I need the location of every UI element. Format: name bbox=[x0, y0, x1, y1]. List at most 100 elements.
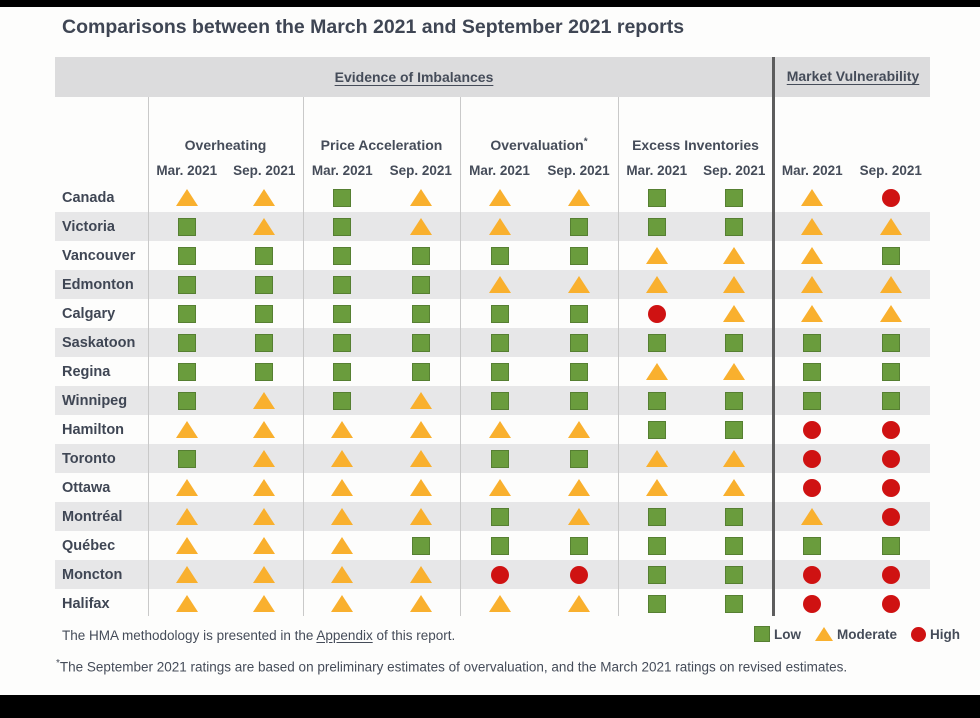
moderate-triangle-icon bbox=[879, 218, 902, 235]
subheader-sep: Sep. 2021 bbox=[703, 162, 766, 178]
rating-cell bbox=[852, 357, 931, 386]
column-group-headers: Overheating Price Acceleration Overvalua… bbox=[55, 97, 930, 157]
rating-cell bbox=[303, 328, 382, 357]
high-circle-icon bbox=[490, 565, 509, 584]
moderate-triangle-icon bbox=[253, 392, 276, 409]
rating-cell bbox=[852, 386, 931, 415]
low-square-icon bbox=[753, 626, 770, 642]
moderate-triangle-icon bbox=[409, 450, 432, 467]
table-body: Canada Victoria Vancouver Edmonton Calga… bbox=[55, 183, 930, 618]
low-square-icon bbox=[647, 507, 666, 526]
rating-cell bbox=[382, 415, 461, 444]
market-vulnerability-divider bbox=[772, 57, 775, 616]
high-circle-icon bbox=[881, 478, 900, 497]
rating-cell bbox=[148, 444, 226, 473]
rating-cell bbox=[148, 328, 226, 357]
moderate-triangle-icon bbox=[331, 595, 354, 612]
table-row: Canada bbox=[55, 183, 930, 212]
rating-cell bbox=[382, 386, 461, 415]
low-square-icon bbox=[647, 420, 666, 439]
appendix-link[interactable]: Appendix bbox=[316, 628, 373, 643]
high-circle-icon bbox=[881, 507, 900, 526]
column-divider bbox=[148, 97, 149, 616]
table-row: Winnipeg bbox=[55, 386, 930, 415]
low-square-icon bbox=[881, 391, 900, 410]
low-square-icon bbox=[569, 333, 588, 352]
low-square-icon bbox=[333, 333, 352, 352]
subheader-sep: Sep. 2021 bbox=[233, 162, 296, 178]
rating-cell bbox=[303, 444, 382, 473]
moderate-triangle-icon bbox=[331, 537, 354, 554]
market-vulnerability-spacer bbox=[773, 154, 930, 155]
rating-cell bbox=[226, 531, 304, 560]
moderate-triangle-icon bbox=[175, 421, 198, 438]
rating-cell bbox=[539, 299, 618, 328]
rating-cell bbox=[696, 241, 774, 270]
legend-item-moderate: Moderate bbox=[814, 627, 897, 642]
moderate-triangle-icon bbox=[253, 421, 276, 438]
footnote-marker: * bbox=[56, 658, 60, 669]
high-circle-icon bbox=[803, 420, 822, 439]
low-square-icon bbox=[725, 188, 744, 207]
legend: Low Moderate High bbox=[753, 626, 960, 642]
table-row: Québec bbox=[55, 531, 930, 560]
rating-cell bbox=[618, 357, 696, 386]
rating-cell bbox=[618, 473, 696, 502]
rating-cell bbox=[382, 183, 461, 212]
rating-cell bbox=[539, 328, 618, 357]
low-square-icon bbox=[725, 217, 744, 236]
low-square-icon bbox=[333, 275, 352, 294]
low-square-icon bbox=[803, 362, 822, 381]
moderate-triangle-icon bbox=[723, 305, 746, 322]
rating-cell bbox=[148, 299, 226, 328]
low-square-icon bbox=[177, 304, 196, 323]
high-circle-icon bbox=[647, 304, 666, 323]
row-label: Moncton bbox=[62, 566, 123, 583]
moderate-triangle-icon bbox=[175, 537, 198, 554]
rating-cell bbox=[148, 415, 226, 444]
rating-cell bbox=[148, 357, 226, 386]
moderate-triangle-icon bbox=[409, 218, 432, 235]
row-label: Edmonton bbox=[62, 276, 134, 293]
rating-cell bbox=[618, 560, 696, 589]
rating-cell bbox=[460, 589, 539, 618]
legend-item-low: Low bbox=[753, 626, 801, 642]
column-divider bbox=[303, 97, 304, 616]
rating-cell bbox=[696, 386, 774, 415]
low-square-icon bbox=[333, 391, 352, 410]
rating-cell bbox=[303, 299, 382, 328]
low-square-icon bbox=[177, 246, 196, 265]
moderate-triangle-icon bbox=[253, 479, 276, 496]
rating-cell bbox=[226, 444, 304, 473]
rating-cell bbox=[303, 415, 382, 444]
overvaluation-label: Overvaluation bbox=[490, 136, 584, 153]
rating-cell bbox=[226, 357, 304, 386]
rating-cell bbox=[852, 328, 931, 357]
table-row: Vancouver bbox=[55, 241, 930, 270]
rating-cell bbox=[852, 241, 931, 270]
moderate-triangle-icon bbox=[801, 218, 824, 235]
moderate-triangle-icon bbox=[567, 276, 590, 293]
moderate-triangle-icon bbox=[331, 508, 354, 525]
subheader-mar: Mar. 2021 bbox=[626, 162, 688, 178]
moderate-triangle-icon bbox=[645, 276, 668, 293]
low-square-icon bbox=[411, 536, 430, 555]
rating-cell bbox=[148, 241, 226, 270]
low-square-icon bbox=[490, 362, 509, 381]
rating-cell bbox=[852, 270, 931, 299]
low-square-icon bbox=[490, 246, 509, 265]
low-square-icon bbox=[803, 536, 822, 555]
rating-cell bbox=[618, 183, 696, 212]
table-footer: The HMA methodology is presented in the … bbox=[0, 626, 980, 648]
rating-cell bbox=[539, 589, 618, 618]
low-square-icon bbox=[647, 333, 666, 352]
table-top-band: Evidence of Imbalances Market Vulnerabil… bbox=[55, 57, 930, 97]
rating-cell bbox=[696, 473, 774, 502]
rating-cell bbox=[226, 415, 304, 444]
low-square-icon bbox=[569, 536, 588, 555]
table-row: Regina bbox=[55, 357, 930, 386]
rating-cell bbox=[226, 386, 304, 415]
low-square-icon bbox=[881, 246, 900, 265]
rating-cell bbox=[696, 560, 774, 589]
